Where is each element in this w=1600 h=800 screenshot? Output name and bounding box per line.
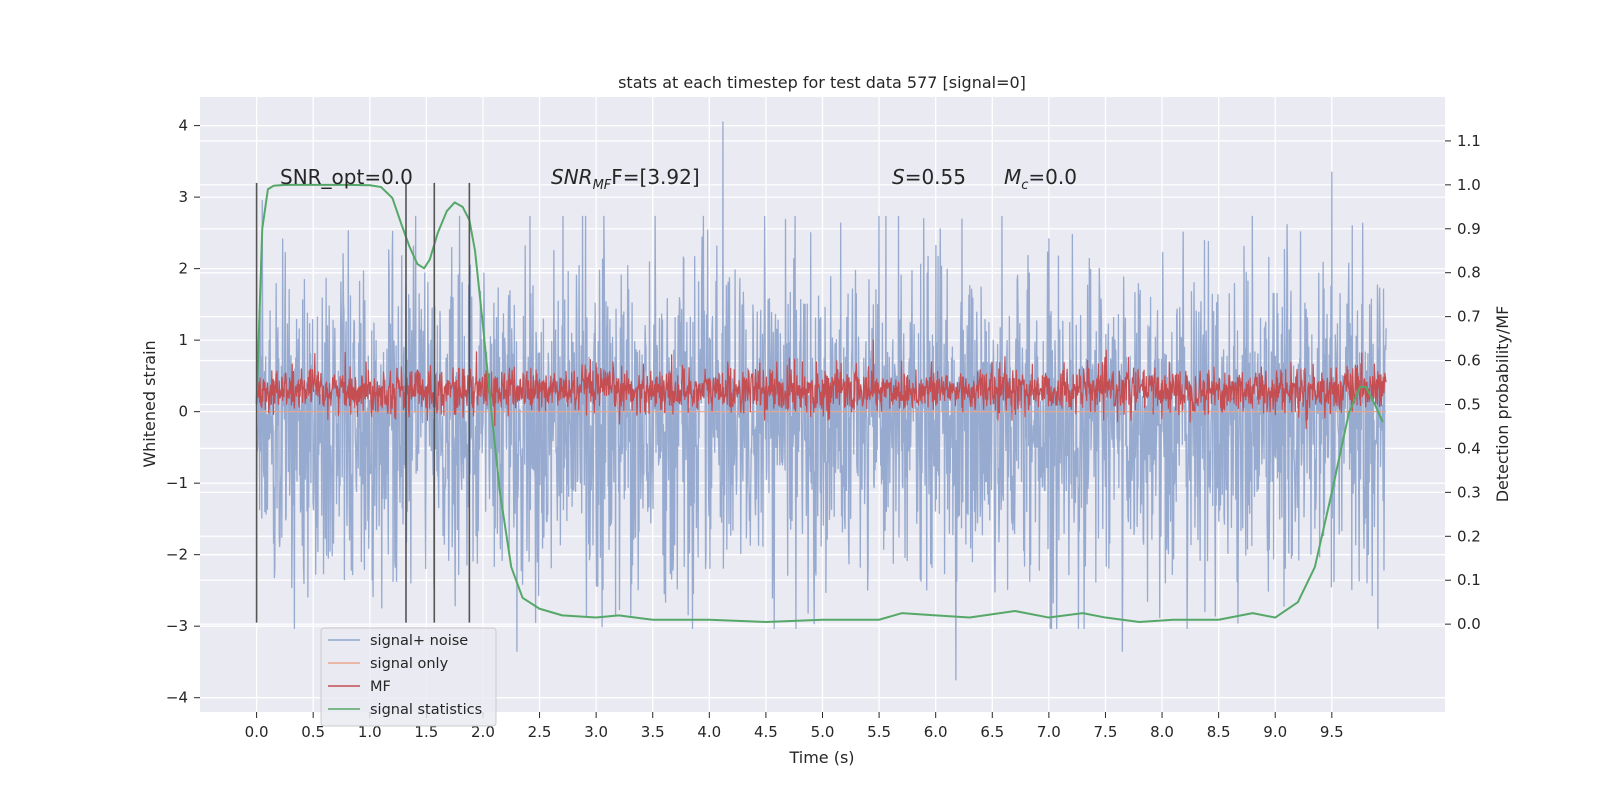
legend-label-signal-noise: signal+ noise [370, 633, 468, 649]
x-tick-label: 2.0 [471, 723, 495, 741]
x-tick-label: 6.5 [980, 723, 1004, 741]
y-tick-label: 3 [178, 188, 188, 206]
snr-mf-sub: MF [593, 178, 612, 193]
y-axis-label-right: Detection probability/MF [1493, 306, 1512, 503]
legend-label-signal-statistics: signal statistics [370, 702, 482, 718]
y-tick-label: 1 [178, 331, 188, 349]
series-signal-statistics [255, 183, 1384, 623]
y-tick-label-right: 0.0 [1457, 615, 1481, 633]
y-tick-label-right: 0.2 [1457, 527, 1481, 545]
x-tick-label: 4.5 [754, 723, 778, 741]
mc-sub: c [1021, 178, 1028, 193]
s-symbol: S [892, 165, 905, 189]
annotation-snr-mf: SNRMFF=[3.92] [551, 165, 700, 193]
y-tick-label: 0 [178, 403, 188, 421]
y-tick-label-right: 0.9 [1457, 220, 1481, 238]
axes: 0.0 0.5 1.0 1.5 2.0 2.5 3.0 3.5 4.0 4.5 5.0 5.5 6.0 6… [166, 117, 1481, 741]
y-tick-label-right: 0.8 [1457, 264, 1481, 282]
x-axis-label: Time (s) [788, 748, 854, 767]
series-layer [255, 121, 1387, 681]
x-tick-label: 9.5 [1320, 723, 1344, 741]
x-tick-label: 2.5 [528, 723, 552, 741]
x-tick-label: 0.0 [245, 723, 269, 741]
series-signal-noise [255, 121, 1387, 681]
y-tick-label-right: 0.5 [1457, 396, 1481, 414]
y-tick-label-right: 0.7 [1457, 308, 1481, 326]
x-tick-label: 9.0 [1263, 723, 1287, 741]
y-tick-label: −1 [166, 474, 188, 492]
x-tick-label: 5.5 [867, 723, 891, 741]
legend-label-signal-only: signal only [370, 656, 449, 672]
legend-label-mf: MF [370, 679, 391, 695]
series-mf [255, 339, 1387, 430]
annotation-mc: Mc=0.0 [1004, 165, 1077, 193]
x-tick-label: 5.0 [811, 723, 835, 741]
mc-base: M [1004, 165, 1021, 189]
y-axis-label: Whitened strain [140, 340, 159, 467]
x-tick-label: 0.5 [301, 723, 325, 741]
x-tick-label: 8.5 [1207, 723, 1231, 741]
x-tick-label: 8.0 [1150, 723, 1174, 741]
y-tick-label-right: 0.4 [1457, 439, 1481, 457]
x-tick-label: 1.0 [358, 723, 382, 741]
s-value: =0.55 [905, 165, 966, 189]
y-tick-label-right: 0.1 [1457, 571, 1481, 589]
annotation-s: S=0.55 [892, 165, 966, 189]
annotation-snr-opt: SNR_opt=0.0 [280, 165, 413, 189]
y-tick-label-right: 0.3 [1457, 483, 1481, 501]
y-tick-label: −4 [166, 689, 188, 707]
y-tick-label-right: 0.6 [1457, 352, 1481, 370]
y-tick-label: 2 [178, 260, 188, 278]
x-tick-label: 3.5 [641, 723, 665, 741]
x-tick-label: 1.5 [414, 723, 438, 741]
y-tick-label-right: 1.0 [1457, 176, 1481, 194]
legend: signal+ noise signal only MF signal stat… [320, 627, 497, 727]
snr-mf-tail: F=[3.92] [611, 165, 699, 189]
legend-box [320, 627, 497, 727]
mc-value: =0.0 [1028, 165, 1077, 189]
x-tick-label: 7.0 [1037, 723, 1061, 741]
x-tick-label: 7.5 [1094, 723, 1118, 741]
x-tick-label: 4.0 [697, 723, 721, 741]
y-tick-label: 4 [178, 117, 188, 135]
y-tick-label: −2 [166, 546, 188, 564]
y-tick-label-right: 1.1 [1457, 132, 1481, 150]
vertical-markers [255, 182, 471, 623]
x-tick-label: 3.0 [584, 723, 608, 741]
x-tick-label: 6.0 [924, 723, 948, 741]
snr-mf-base: SNR [551, 165, 593, 189]
y-tick-label: −3 [166, 617, 188, 635]
chart-title: stats at each timestep for test data 577… [618, 73, 1026, 92]
